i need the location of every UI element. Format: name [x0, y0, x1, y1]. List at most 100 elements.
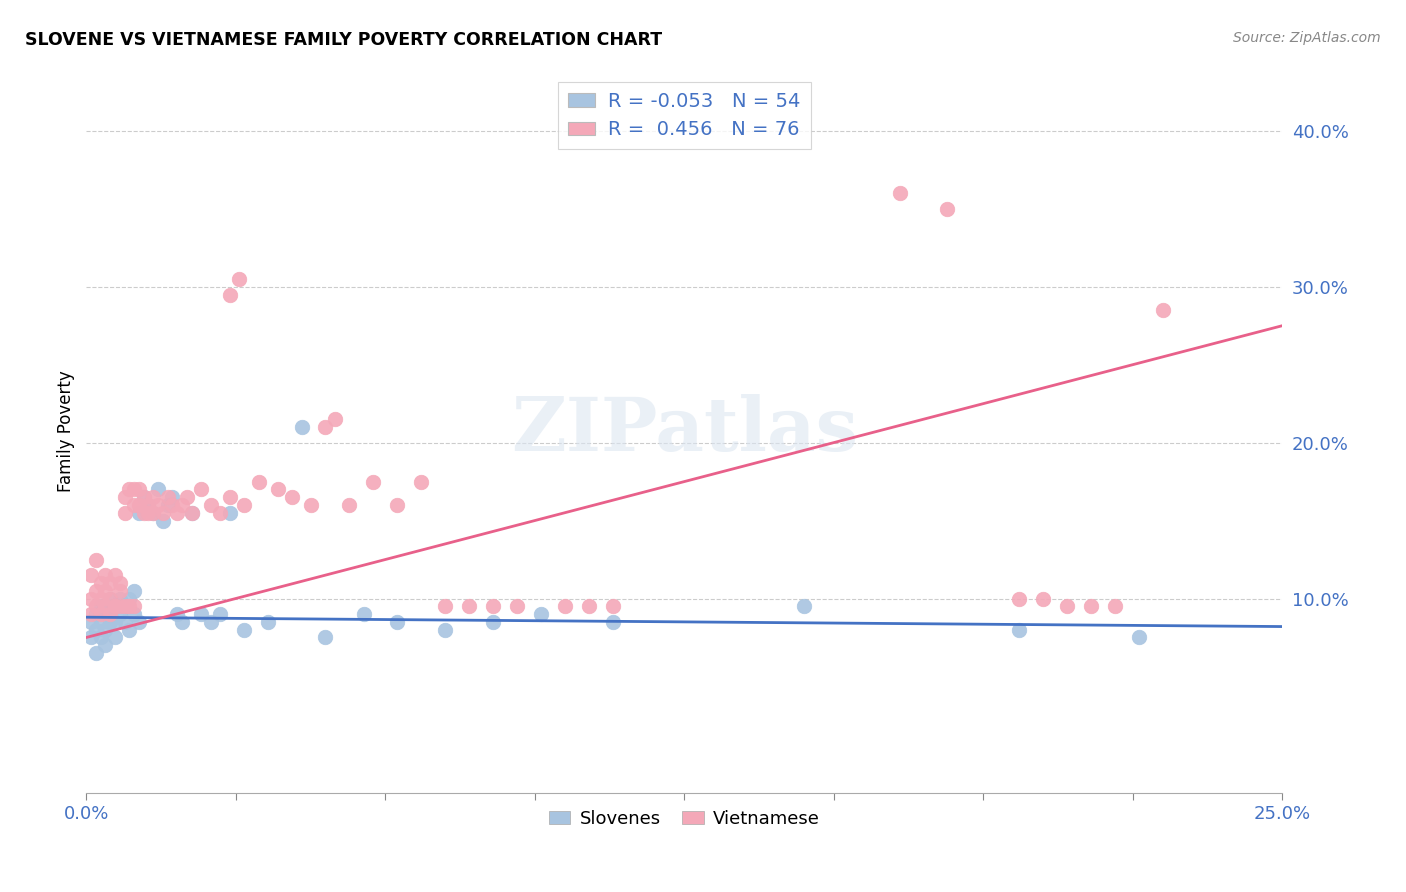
Point: [90, 615, 112, 629]
Point: [138, 498, 160, 512]
Point: [114, 490, 136, 504]
Point: [200, 615, 222, 629]
Point: [1008, 591, 1031, 606]
Point: [118, 599, 141, 614]
Point: [1032, 591, 1054, 606]
Point: [299, 498, 322, 512]
Point: [889, 186, 911, 201]
Point: [108, 591, 131, 606]
Point: [108, 607, 131, 621]
Point: [98, 591, 121, 606]
Point: [458, 599, 481, 614]
Point: [142, 506, 165, 520]
Point: [90, 631, 112, 645]
Point: [554, 599, 576, 614]
Point: [118, 591, 141, 606]
Point: [506, 599, 529, 614]
Point: [190, 607, 212, 621]
Point: [98, 607, 121, 621]
Point: [152, 514, 174, 528]
Point: [411, 475, 433, 489]
Point: [1104, 599, 1126, 614]
Point: [94, 583, 117, 598]
Point: [266, 483, 288, 497]
Point: [90, 591, 112, 606]
Point: [94, 568, 117, 582]
Point: [114, 615, 136, 629]
Point: [180, 506, 202, 520]
Point: [190, 483, 212, 497]
Point: [104, 631, 127, 645]
Point: [108, 599, 131, 614]
Point: [257, 615, 280, 629]
Legend: Slovenes, Vietnamese: Slovenes, Vietnamese: [541, 803, 827, 835]
Point: [104, 615, 127, 629]
Point: [122, 483, 145, 497]
Point: [108, 583, 131, 598]
Point: [114, 599, 136, 614]
Point: [1152, 303, 1174, 318]
Point: [132, 490, 155, 504]
Point: [80, 568, 103, 582]
Point: [1008, 623, 1031, 637]
Point: [98, 591, 121, 606]
Point: [339, 498, 361, 512]
Point: [84, 599, 107, 614]
Point: [218, 506, 240, 520]
Point: [128, 615, 150, 629]
Point: [122, 607, 145, 621]
Point: [578, 599, 600, 614]
Point: [482, 599, 505, 614]
Point: [162, 498, 184, 512]
Point: [353, 607, 375, 621]
Point: [152, 506, 174, 520]
Point: [98, 615, 121, 629]
Point: [84, 646, 107, 660]
Point: [80, 615, 103, 629]
Point: [84, 583, 107, 598]
Point: [84, 623, 107, 637]
Point: [94, 599, 117, 614]
Point: [166, 607, 188, 621]
Point: [122, 599, 145, 614]
Point: [122, 583, 145, 598]
Point: [793, 599, 815, 614]
Point: [209, 506, 232, 520]
Point: [314, 631, 336, 645]
Point: [146, 498, 169, 512]
Point: [387, 498, 409, 512]
Point: [247, 475, 270, 489]
Point: [233, 623, 256, 637]
Point: [104, 599, 127, 614]
Point: [142, 506, 165, 520]
Point: [114, 599, 136, 614]
Point: [80, 607, 103, 621]
Point: [156, 498, 179, 512]
Point: [128, 483, 150, 497]
Point: [90, 575, 112, 590]
Point: [98, 575, 121, 590]
Point: [98, 599, 121, 614]
Point: [434, 623, 457, 637]
Point: [180, 506, 202, 520]
Point: [132, 490, 155, 504]
Point: [80, 591, 103, 606]
Point: [80, 631, 103, 645]
Point: [138, 506, 160, 520]
Point: [530, 607, 553, 621]
Point: [104, 568, 127, 582]
Point: [84, 552, 107, 566]
Point: [128, 498, 150, 512]
Point: [108, 575, 131, 590]
Text: Source: ZipAtlas.com: Source: ZipAtlas.com: [1233, 31, 1381, 45]
Point: [166, 506, 188, 520]
Y-axis label: Family Poverty: Family Poverty: [58, 370, 75, 491]
Point: [1056, 599, 1078, 614]
Point: [233, 498, 256, 512]
Point: [209, 607, 232, 621]
Point: [290, 420, 312, 434]
Point: [94, 638, 117, 652]
Point: [114, 506, 136, 520]
Point: [118, 483, 141, 497]
Point: [602, 599, 624, 614]
